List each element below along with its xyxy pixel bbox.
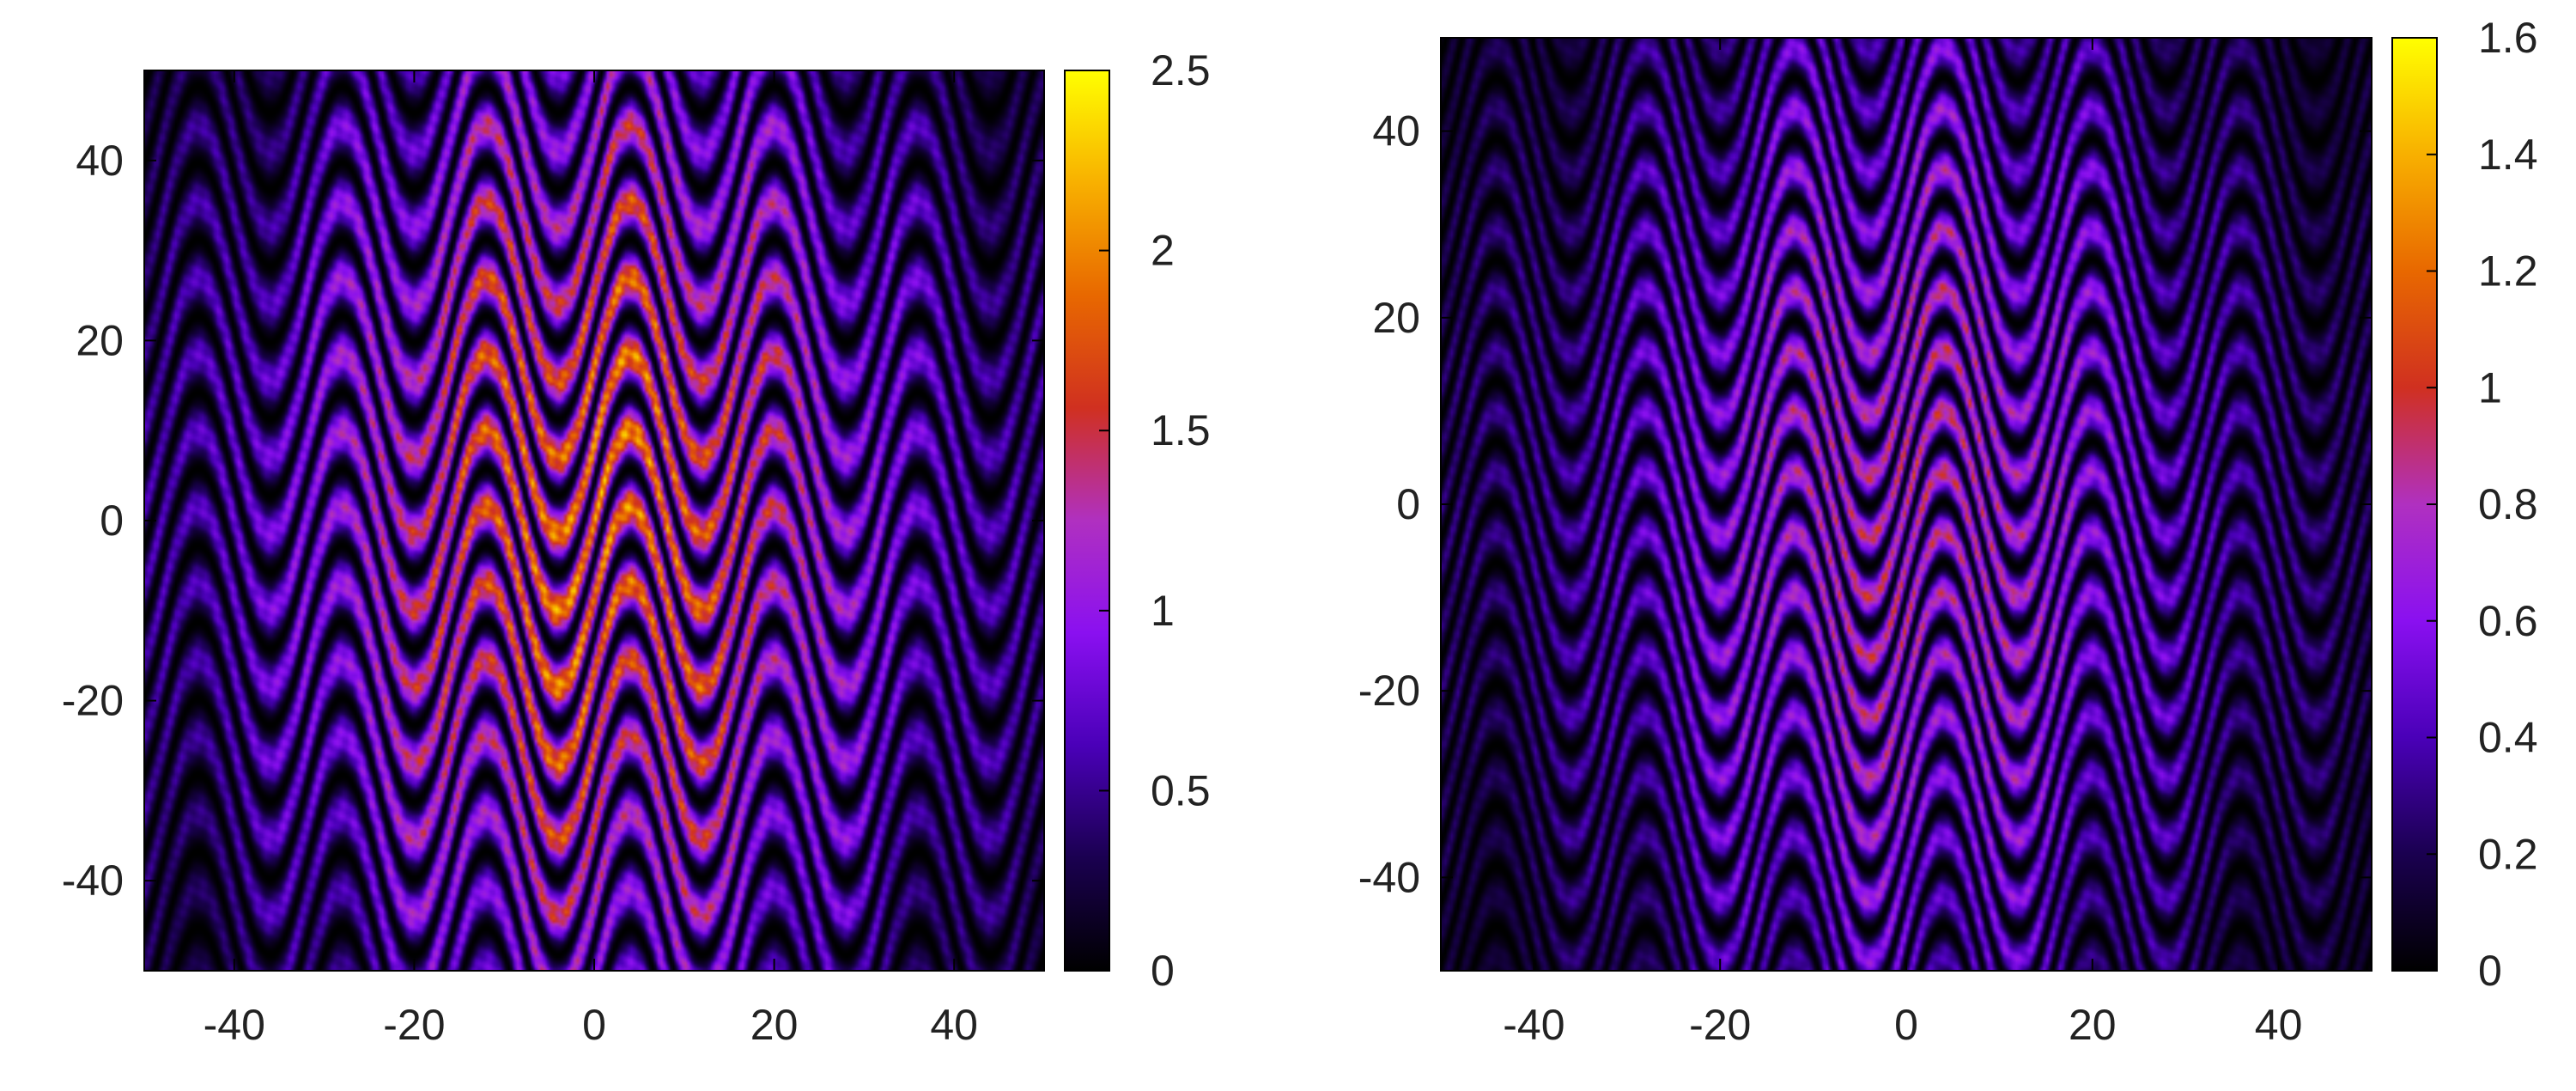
colorbar-tick-label-2-5: 1 <box>2478 363 2502 411</box>
x-tick-2-2: 0 <box>1894 38 1918 1049</box>
y-tick-label-1-3: 20 <box>76 316 124 364</box>
y-axis-2: -40 -20 0 20 40 <box>1358 107 2372 901</box>
colorbar-tick-1-1: 0.5 <box>1099 766 1211 814</box>
x-tick-1-0: -40 <box>204 70 265 1049</box>
y-axis-1: -40 -20 0 20 40 <box>62 137 1044 905</box>
heatmap-panel-2: -40 -20 0 20 40 -40 -20 0 20 40 0 0.2 0.… <box>1358 14 2538 1049</box>
colorbar-tick-2-1: 0.2 <box>2427 830 2538 878</box>
colorbar-tick-1-2: 1 <box>1099 587 1175 635</box>
x-tick-2-4: 40 <box>2255 38 2303 1049</box>
x-tick-label-2-4: 40 <box>2255 1001 2303 1049</box>
x-axis-1: -40 -20 0 20 40 <box>204 70 978 1049</box>
colorbar-tick-label-2-6: 1.2 <box>2478 247 2538 296</box>
y-tick-1-3: 20 <box>76 316 1044 364</box>
colorbar-tick-2-6: 1.2 <box>2427 247 2538 296</box>
x-axis-2: -40 -20 0 20 40 <box>1503 38 2302 1049</box>
x-tick-1-3: 20 <box>750 70 799 1049</box>
colorbar-tick-label-1-0: 0 <box>1151 947 1175 995</box>
heatmap-panel-1: -40 -20 0 20 40 -40 -20 0 20 40 0 0.5 1 … <box>62 46 1211 1049</box>
colorbar-tick-2-4: 0.8 <box>2427 480 2538 528</box>
x-tick-label-1-1: -20 <box>383 1001 445 1049</box>
heatmap-image-2 <box>1441 38 2372 971</box>
y-tick-label-1-0: -40 <box>62 856 124 905</box>
colorbar-tick-label-2-2: 0.4 <box>2478 714 2538 762</box>
y-tick-label-2-0: -40 <box>1358 853 1420 901</box>
x-tick-1-2: 0 <box>582 70 606 1049</box>
y-tick-1-4: 40 <box>76 137 1044 185</box>
colorbar-gradient-1 <box>1064 70 1110 972</box>
colorbar-tick-2-2: 0.4 <box>2427 714 2538 762</box>
y-tick-label-1-1: -20 <box>62 677 124 725</box>
y-tick-label-1-4: 40 <box>76 137 124 185</box>
y-tick-1-0: -40 <box>62 856 1044 905</box>
x-tick-1-4: 40 <box>930 70 978 1049</box>
y-tick-label-2-2: 0 <box>1396 480 1420 528</box>
y-tick-2-1: -20 <box>1358 667 2372 715</box>
colorbar-tick-label-2-0: 0 <box>2478 947 2502 995</box>
colorbar-tick-label-2-4: 0.8 <box>2478 480 2538 528</box>
x-tick-label-2-3: 20 <box>2069 1001 2117 1049</box>
colorbar-gradient-2 <box>2391 37 2438 972</box>
x-tick-label-2-0: -40 <box>1503 1001 1564 1049</box>
colorbar-tick-label-1-2: 1 <box>1151 587 1175 635</box>
colorbar-tick-1-0: 0 <box>1099 947 1175 995</box>
colorbar-tick-label-1-5: 2.5 <box>1151 46 1211 94</box>
x-tick-label-1-4: 40 <box>930 1001 978 1049</box>
x-tick-label-1-2: 0 <box>582 1001 606 1049</box>
colorbar-tick-label-2-8: 1.6 <box>2478 14 2538 62</box>
y-tick-label-2-3: 20 <box>1372 294 1420 342</box>
colorbar-1: 0 0.5 1 1.5 2 2.5 <box>1064 46 1211 995</box>
x-tick-label-2-1: -20 <box>1689 1001 1751 1049</box>
colorbar-tick-1-5: 2.5 <box>1099 46 1211 94</box>
colorbar-tick-label-1-4: 2 <box>1151 227 1175 275</box>
y-tick-2-4: 40 <box>1372 107 2372 155</box>
y-tick-2-0: -40 <box>1358 853 2372 901</box>
x-tick-1-1: -20 <box>383 70 446 1049</box>
y-tick-label-1-2: 0 <box>100 497 124 545</box>
y-tick-1-2: 0 <box>100 497 1044 545</box>
heatmap-image-1 <box>144 70 1044 971</box>
x-tick-label-2-2: 0 <box>1894 1001 1918 1049</box>
y-tick-2-3: 20 <box>1372 294 2372 342</box>
colorbar-tick-1-4: 2 <box>1099 227 1175 275</box>
colorbar-tick-label-2-1: 0.2 <box>2478 830 2538 878</box>
colorbar-2: 0 0.2 0.4 0.6 0.8 1 1.2 1.4 1.6 <box>2391 14 2538 995</box>
y-tick-label-2-1: -20 <box>1358 667 1420 715</box>
x-tick-2-1: -20 <box>1689 38 1751 1049</box>
y-tick-label-2-4: 40 <box>1372 107 1420 155</box>
colorbar-tick-1-3: 1.5 <box>1099 406 1211 454</box>
y-tick-1-1: -20 <box>62 677 1044 725</box>
colorbar-tick-label-2-7: 1.4 <box>2478 131 2538 179</box>
x-tick-2-0: -40 <box>1503 38 1565 1049</box>
colorbar-tick-label-1-3: 1.5 <box>1151 406 1211 454</box>
y-tick-2-2: 0 <box>1396 480 2372 528</box>
x-tick-label-1-0: -40 <box>204 1001 265 1049</box>
colorbar-tick-2-7: 1.4 <box>2427 131 2538 179</box>
colorbar-tick-2-5: 1 <box>2427 363 2502 411</box>
colorbar-tick-label-2-3: 0.6 <box>2478 597 2538 645</box>
colorbar-tick-2-8: 1.6 <box>2427 14 2538 62</box>
x-tick-label-1-3: 20 <box>750 1001 799 1049</box>
colorbar-tick-label-1-1: 0.5 <box>1151 766 1211 814</box>
colorbar-tick-2-3: 0.6 <box>2427 597 2538 645</box>
x-tick-2-3: 20 <box>2069 38 2117 1049</box>
colorbar-tick-2-0: 0 <box>2427 947 2502 995</box>
